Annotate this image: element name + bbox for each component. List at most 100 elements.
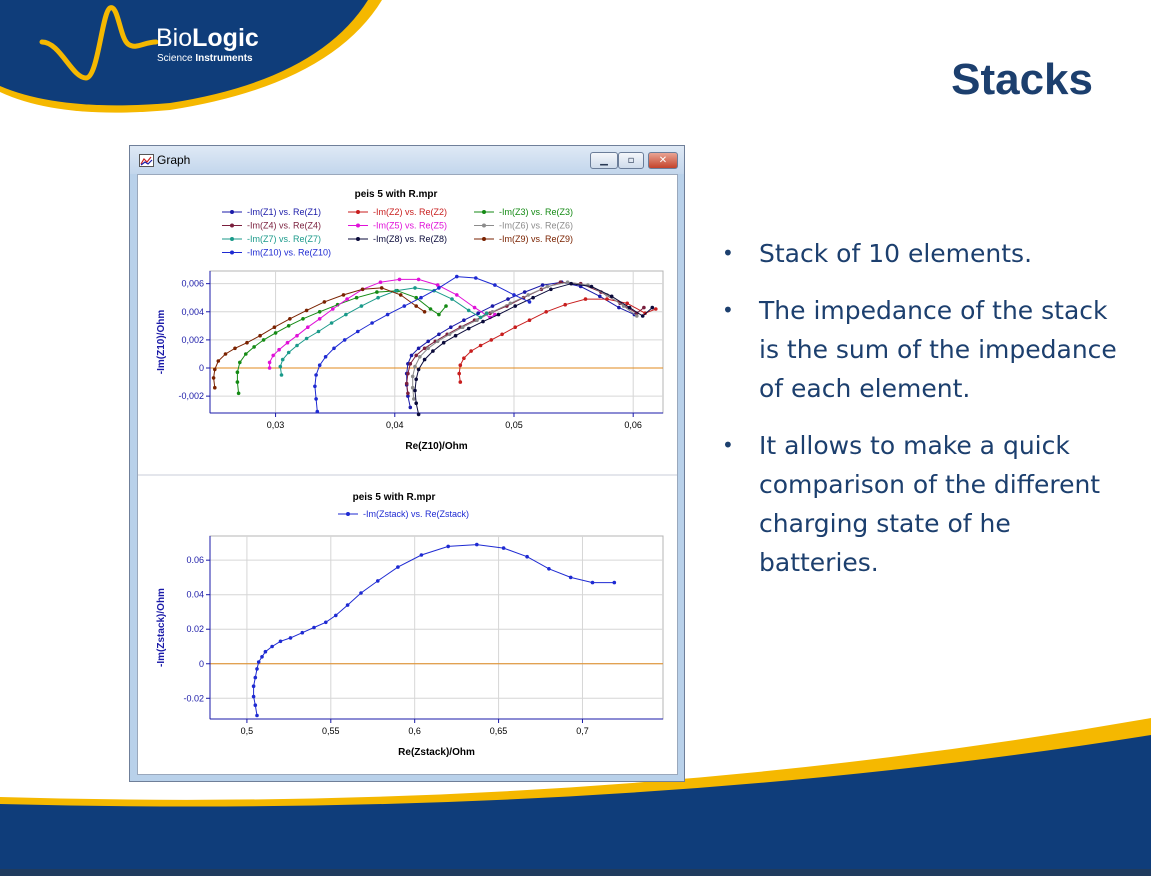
graph-client-area[interactable]: peis 5 with R.mpr -Im(Z1) vs. Re(Z1) -Im(Z…	[137, 174, 678, 775]
data-point	[245, 340, 249, 345]
top-chart: peis 5 with R.mpr -Im(Z1) vs. Re(Z1) -Im(Z…	[156, 189, 664, 452]
data-point	[263, 649, 268, 654]
data-point	[642, 305, 646, 310]
data-point	[375, 290, 379, 294]
data-point	[406, 394, 410, 398]
y-axis-label: -Im(Z10)/Ohm	[156, 310, 167, 375]
graph-window[interactable]: Graph ▁ ▫ ✕ peis 5 with R.mpr -Im(Z1) vs.…	[129, 145, 685, 782]
legend-marker	[482, 223, 486, 228]
data-point	[286, 324, 291, 328]
window-title: Graph	[157, 153, 191, 167]
data-point	[412, 397, 416, 401]
data-point	[313, 384, 317, 389]
legend-entry: -Im(Z10) vs. Re(Z10)	[247, 248, 331, 258]
x-axis-label: Re(Zstack)/Ohm	[398, 747, 475, 758]
data-point	[531, 295, 535, 300]
data-point	[500, 332, 504, 337]
data-point	[216, 359, 221, 363]
legend-marker	[482, 237, 486, 241]
legend-entry: -Im(Z4) vs. Re(Z4)	[247, 221, 321, 231]
data-point	[213, 385, 217, 390]
data-point	[419, 553, 424, 557]
maximize-button[interactable]: ▫	[618, 152, 644, 169]
data-point	[441, 340, 446, 345]
data-point	[251, 684, 256, 688]
data-point	[252, 345, 256, 349]
data-point	[315, 409, 320, 414]
y-tick-label: 0,004	[181, 307, 204, 317]
data-point	[304, 336, 309, 341]
data-point	[435, 283, 440, 287]
data-point	[525, 554, 529, 559]
legend-marker	[356, 237, 360, 241]
legend-entry: -Im(Z8) vs. Re(Z8)	[373, 234, 447, 244]
data-point	[466, 326, 471, 331]
data-point	[598, 294, 602, 299]
x-tick-label: 0,65	[490, 726, 508, 736]
data-point	[469, 349, 473, 353]
data-point	[273, 331, 278, 335]
data-point	[462, 356, 466, 360]
data-point	[406, 371, 410, 376]
data-point	[513, 304, 517, 308]
data-point	[410, 385, 415, 390]
data-point	[431, 349, 435, 353]
data-point	[446, 544, 451, 549]
plot-area	[209, 535, 664, 720]
data-point	[549, 287, 553, 292]
graph-canvas[interactable]: peis 5 with R.mpr -Im(Z1) vs. Re(Z1) -Im(Z…	[138, 175, 677, 774]
data-point	[329, 321, 334, 325]
data-point	[522, 290, 527, 294]
data-point	[462, 318, 466, 322]
data-point	[513, 325, 517, 329]
data-point	[545, 284, 550, 289]
window-titlebar[interactable]: Graph ▁ ▫ ✕	[130, 146, 684, 174]
data-point	[324, 620, 328, 625]
data-point	[654, 307, 658, 311]
close-icon: ✕	[658, 155, 668, 166]
data-point	[306, 325, 310, 329]
taskbar[interactable]	[0, 869, 1151, 876]
y-tick-label: 0,006	[181, 279, 204, 289]
data-point	[414, 295, 419, 300]
data-point	[526, 293, 531, 297]
tagline-bold: Instruments	[195, 53, 253, 64]
data-point	[447, 332, 452, 337]
data-point	[409, 353, 414, 358]
data-point	[285, 340, 290, 345]
data-point	[527, 318, 532, 322]
data-point	[404, 381, 409, 386]
data-point	[331, 307, 335, 311]
legend-marker	[356, 223, 360, 228]
data-point	[260, 655, 264, 659]
data-point	[650, 305, 655, 310]
minimize-button[interactable]: ▁	[590, 152, 618, 169]
data-point	[416, 346, 421, 351]
brand-light: Bio	[156, 24, 193, 52]
close-button[interactable]: ✕	[648, 152, 678, 169]
data-point	[233, 346, 237, 351]
data-point	[278, 364, 283, 369]
data-point	[496, 312, 501, 317]
data-point	[342, 338, 347, 342]
data-point	[609, 294, 614, 299]
x-tick-label: 0,55	[322, 726, 340, 736]
legend-entry: -Im(Z7) vs. Re(Z7)	[247, 234, 321, 244]
data-point	[398, 293, 403, 297]
brand-tagline: Science Instruments	[157, 53, 253, 65]
bullet-item: Stack of 10 elements.	[722, 234, 1122, 273]
data-point	[590, 580, 595, 585]
legend-entry: -Im(Z2) vs. Re(Z2)	[373, 207, 447, 217]
slide-title: Stacks	[951, 55, 1093, 104]
data-point	[418, 355, 422, 359]
data-point	[300, 630, 305, 635]
legend-marker	[230, 250, 234, 255]
data-point	[396, 565, 400, 569]
brand-bold: Logic	[192, 24, 259, 52]
data-point	[255, 667, 259, 671]
maximize-icon: ▫	[627, 155, 635, 166]
data-point	[457, 371, 462, 376]
chart-title: peis 5 with R.mpr	[355, 189, 438, 200]
data-point	[314, 373, 318, 377]
